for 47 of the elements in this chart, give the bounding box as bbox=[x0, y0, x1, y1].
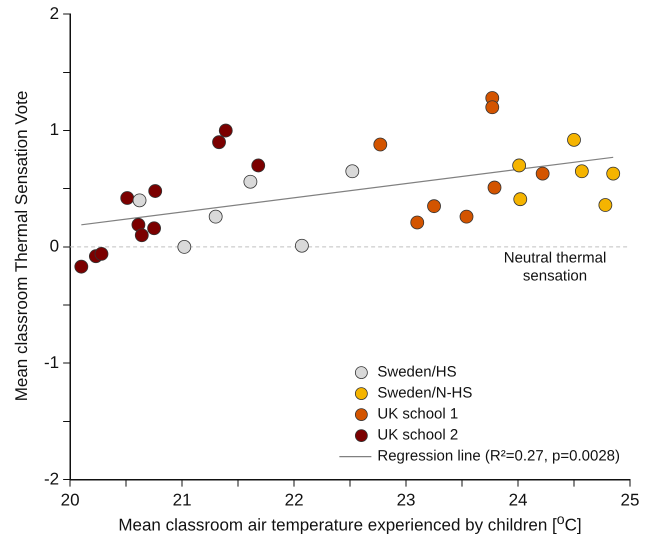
point bbox=[251, 158, 266, 172]
point bbox=[148, 184, 162, 198]
point bbox=[147, 221, 161, 236]
point bbox=[74, 260, 88, 274]
y-tick-label: 2 bbox=[50, 4, 60, 23]
point bbox=[345, 164, 360, 178]
point bbox=[598, 198, 612, 212]
point bbox=[120, 191, 134, 205]
legend-label: UK school 1 bbox=[377, 406, 458, 423]
y-tick-label: -1 bbox=[44, 352, 60, 372]
point bbox=[567, 132, 581, 147]
x-axis-title: Mean classroom air temperature experienced by children [$^{o}$C] bbox=[117, 512, 583, 536]
point bbox=[177, 240, 192, 254]
y-tick-label: 1 bbox=[50, 120, 60, 140]
point bbox=[460, 210, 474, 224]
legend-label: Sweden/HS bbox=[377, 364, 457, 381]
point bbox=[485, 100, 500, 114]
point bbox=[606, 166, 620, 180]
point bbox=[212, 135, 226, 150]
point bbox=[512, 158, 526, 172]
x-tick-label: 23 bbox=[396, 490, 416, 510]
point bbox=[94, 246, 108, 261]
point bbox=[295, 238, 309, 253]
point bbox=[244, 174, 258, 189]
point bbox=[373, 138, 388, 152]
legend-label: Regression line (R²=0.27, p=0.0028) bbox=[377, 448, 620, 465]
point bbox=[513, 192, 528, 206]
x-tick-label: 21 bbox=[172, 490, 192, 510]
ref-line-label: Neutral thermal sensation bbox=[504, 250, 606, 285]
x-tick-label: 25 bbox=[620, 490, 640, 510]
legend-label: UK school 2 bbox=[377, 426, 458, 444]
point bbox=[410, 216, 424, 230]
point bbox=[208, 210, 223, 224]
point bbox=[218, 124, 233, 138]
x-tick-label: 22 bbox=[284, 490, 304, 510]
point bbox=[134, 228, 149, 242]
point bbox=[427, 199, 441, 214]
point bbox=[488, 180, 502, 194]
y-axis-title: Mean classroom Thermal Sensation Vote bbox=[12, 90, 32, 402]
point bbox=[132, 193, 146, 208]
x-tick-label: 20 bbox=[60, 490, 80, 510]
legend-label: Sweden/N-HS bbox=[377, 384, 472, 402]
y-tick-label: 0 bbox=[50, 236, 60, 256]
x-tick-label: 24 bbox=[508, 490, 528, 510]
point bbox=[536, 166, 550, 180]
y-tick-label: -2 bbox=[44, 469, 60, 488]
point bbox=[574, 164, 589, 178]
